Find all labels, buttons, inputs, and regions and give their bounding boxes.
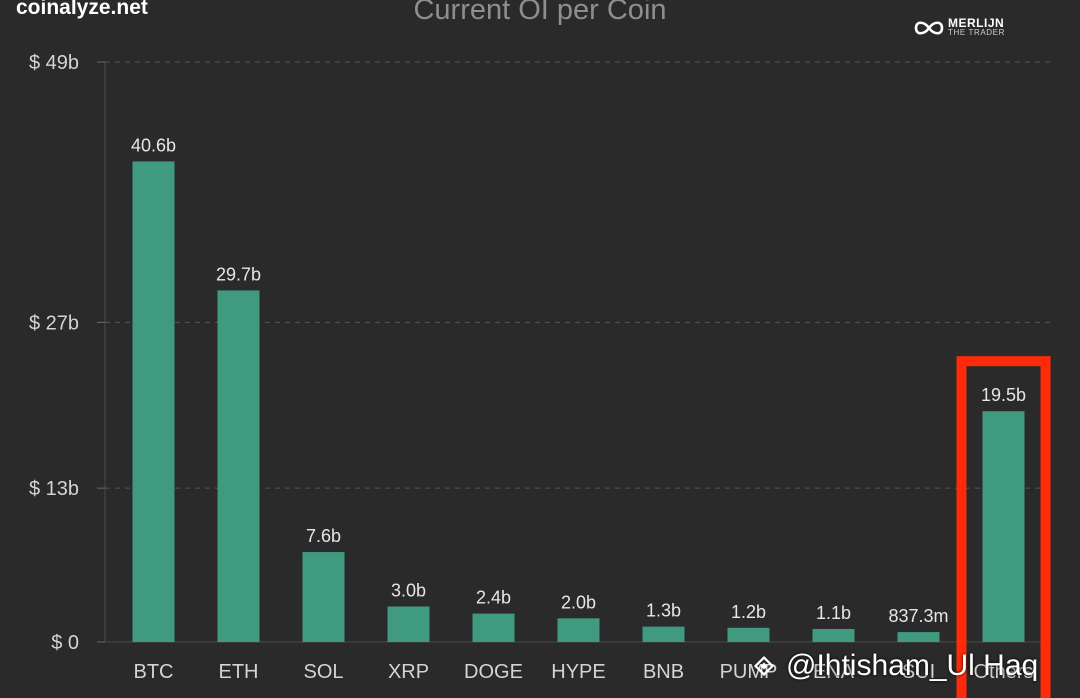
category-label-ena: ENA (813, 661, 855, 683)
bar-btc (132, 161, 175, 642)
value-label-doge: 2.4b (476, 588, 511, 608)
bar-sol (302, 552, 345, 642)
y-tick-label-1: $ 13b (29, 478, 79, 500)
category-label-doge: DOGE (464, 661, 523, 683)
source-label: coinalyze.net (16, 0, 148, 19)
chart-title: Current OI per Coin (413, 0, 667, 26)
value-label-eth: 29.7b (216, 264, 261, 284)
bar-sui (897, 632, 940, 642)
category-label-hype: HYPE (551, 661, 605, 683)
bar-others (982, 411, 1025, 642)
category-label-bnb: BNB (643, 661, 684, 683)
bar-doge (472, 613, 515, 642)
watermark: @Ihtisham_Ul Haq (750, 646, 1038, 686)
brand-tagline: THE TRADER (948, 28, 1005, 37)
value-label-btc: 40.6b (131, 135, 176, 155)
brand-name: MERLIJN (948, 16, 1005, 30)
bar-eth (217, 290, 260, 642)
watermark-text: @Ihtisham_Ul Haq (786, 649, 1039, 682)
value-label-pump: 1.2b (731, 602, 766, 622)
binance-diamond-icon (753, 655, 775, 677)
y-tick-label-3: $ 49b (29, 52, 79, 74)
merlijn-logo-icon (914, 21, 944, 35)
value-label-bnb: 1.3b (646, 601, 681, 621)
bar-ena (812, 628, 855, 642)
value-label-xrp: 3.0b (391, 580, 426, 600)
category-label-xrp: XRP (388, 661, 429, 683)
category-label-eth: ETH (219, 661, 259, 683)
bar-xrp (387, 606, 430, 642)
category-label-others: Others (973, 661, 1033, 683)
value-label-ena: 1.1b (816, 603, 851, 623)
bar-hype (557, 618, 600, 642)
bar-pump (727, 627, 770, 642)
bar-bnb (642, 626, 685, 642)
value-label-sui: 837.3m (888, 606, 948, 626)
highlight-box (956, 356, 1051, 698)
category-label-sol: SOL (303, 661, 343, 683)
category-label-sui: SUI (902, 661, 935, 683)
category-label-btc: BTC (134, 661, 174, 683)
value-label-hype: 2.0b (561, 592, 596, 612)
value-label-others: 19.5b (981, 385, 1026, 405)
y-tick-label-0: $ 0 (51, 632, 79, 654)
brand-logo: MERLIJN THE TRADER (914, 16, 1034, 40)
value-label-sol: 7.6b (306, 526, 341, 546)
y-tick-label-2: $ 27b (29, 312, 79, 334)
